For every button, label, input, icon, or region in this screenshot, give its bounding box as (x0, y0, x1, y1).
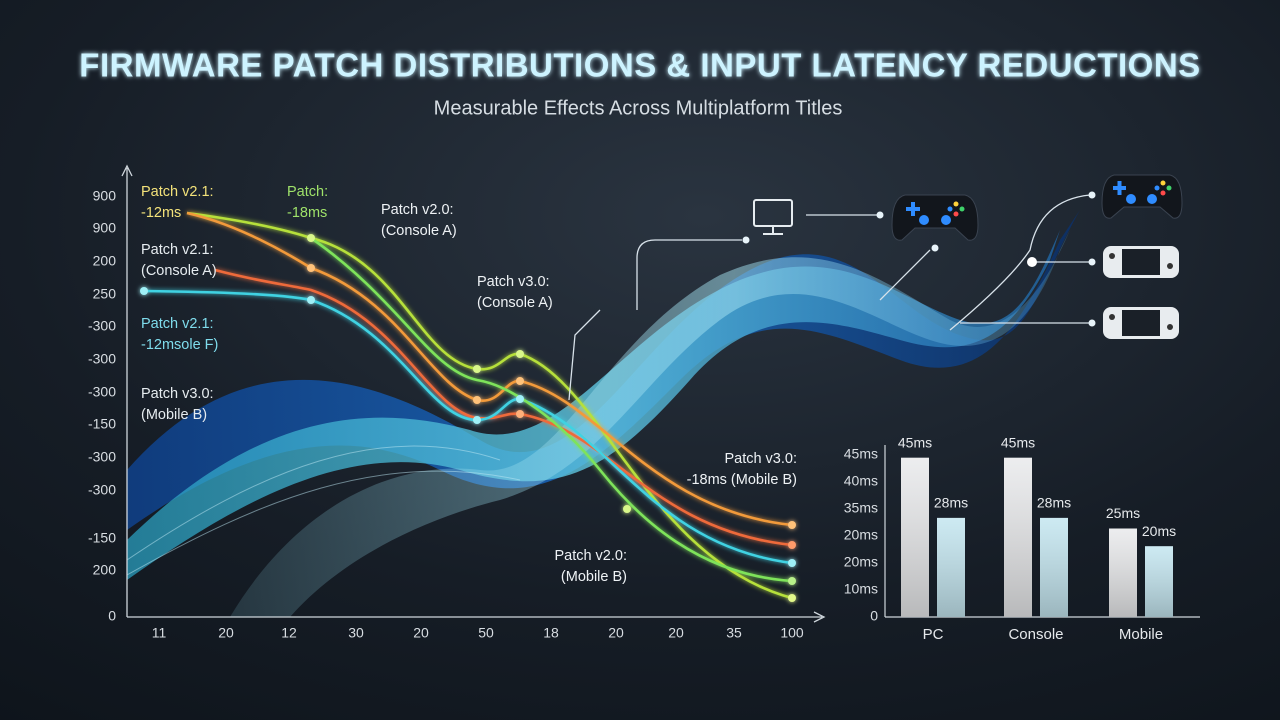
y-axis-label: -150 (88, 416, 116, 432)
y-axis-label: -300 (88, 351, 116, 367)
x-axis-label: 20 (608, 625, 624, 641)
value-label: 28ms (934, 495, 968, 511)
annotation: Patch v3.0: (724, 451, 797, 467)
y-axis-label: -300 (88, 482, 116, 498)
value-label: 45ms (1001, 434, 1035, 450)
x-axis-label: 20 (218, 625, 234, 641)
bar-y-label: 35ms (844, 500, 878, 516)
bar-y-label: 40ms (844, 473, 878, 489)
y-axis-label: 200 (93, 253, 117, 269)
annotation: (Mobile B) (141, 407, 207, 423)
handheld-icon (1103, 246, 1179, 278)
waves (126, 210, 1080, 617)
line-panel-axes (121, 164, 826, 623)
x-axis-label: 50 (478, 625, 494, 641)
bar-shade (1145, 546, 1173, 617)
subtitle: Measurable Effects Across Multiplatform … (434, 97, 843, 119)
x-axis-label: 30 (348, 625, 364, 641)
value-label: 45ms (898, 434, 932, 450)
annotation: (Console A) (381, 223, 457, 239)
y-axis-label: 200 (93, 562, 117, 578)
value-label: 28ms (1037, 495, 1071, 511)
annotation: (Console A) (141, 263, 217, 279)
annotation: (Console A) (477, 295, 553, 311)
x-axis-label: 35 (726, 625, 742, 641)
annotation: -12msole F) (141, 337, 218, 353)
bar-y-label: 0 (870, 608, 878, 624)
x-axis-label: 11 (152, 625, 167, 641)
value-label: 25ms (1106, 505, 1140, 521)
y-axis-label: -300 (88, 384, 116, 400)
annotation: -18ms (Mobile B) (687, 472, 797, 488)
y-axis-label: 900 (93, 188, 117, 204)
annotation: -18ms (287, 205, 327, 221)
x-axis-label: 100 (780, 625, 804, 641)
annotation: Patch v2.1: (141, 242, 214, 258)
x-axis-label: 12 (281, 625, 297, 641)
title: FIRMWARE PATCH DISTRIBUTIONS & INPUT LAT… (79, 47, 1200, 84)
annotation: (Mobile B) (561, 569, 627, 585)
annotation: -12ms (141, 205, 181, 221)
annotation: Patch v3.0: (477, 274, 550, 290)
handheld-icon (1103, 307, 1179, 339)
controller-icon (1101, 174, 1183, 219)
x-axis-label: 20 (413, 625, 429, 641)
category-label: Console (1008, 626, 1063, 643)
annotation: Patch v2.1: (141, 316, 214, 332)
y-axis-label: -300 (88, 449, 116, 465)
latency-lines (140, 211, 796, 602)
annotation: Patch v2.0: (381, 202, 454, 218)
connectors (568, 191, 1096, 401)
category-label: PC (923, 626, 944, 643)
x-axis-label: 18 (543, 625, 559, 641)
bar-y-label: 20ms (844, 527, 878, 543)
annotation: Patch: (287, 184, 328, 200)
y-axis-label: 0 (108, 608, 116, 624)
bar-y-label: 20ms (844, 554, 878, 570)
y-axis-label: -300 (88, 318, 116, 334)
bar-shade (901, 457, 929, 617)
bar-shade (1004, 457, 1032, 617)
bar-shade (937, 517, 965, 617)
bar-y-label: 10ms (844, 581, 878, 597)
annotation: Patch v2.0: (554, 548, 627, 564)
y-axis-label: 900 (93, 220, 117, 236)
y-axis-label: 250 (93, 286, 117, 302)
bar-shade (1040, 517, 1068, 617)
x-axis-label: 20 (668, 625, 684, 641)
annotation: Patch v3.0: (141, 386, 214, 402)
monitor-icon (753, 199, 793, 235)
bar-y-label: 45ms (844, 446, 878, 462)
annotation: Patch v2.1: (141, 184, 214, 200)
value-label: 20ms (1142, 523, 1176, 539)
controller-icon (891, 194, 979, 241)
bar-shade (1109, 528, 1137, 617)
y-axis-label: -150 (88, 530, 116, 546)
category-label: Mobile (1119, 626, 1163, 643)
